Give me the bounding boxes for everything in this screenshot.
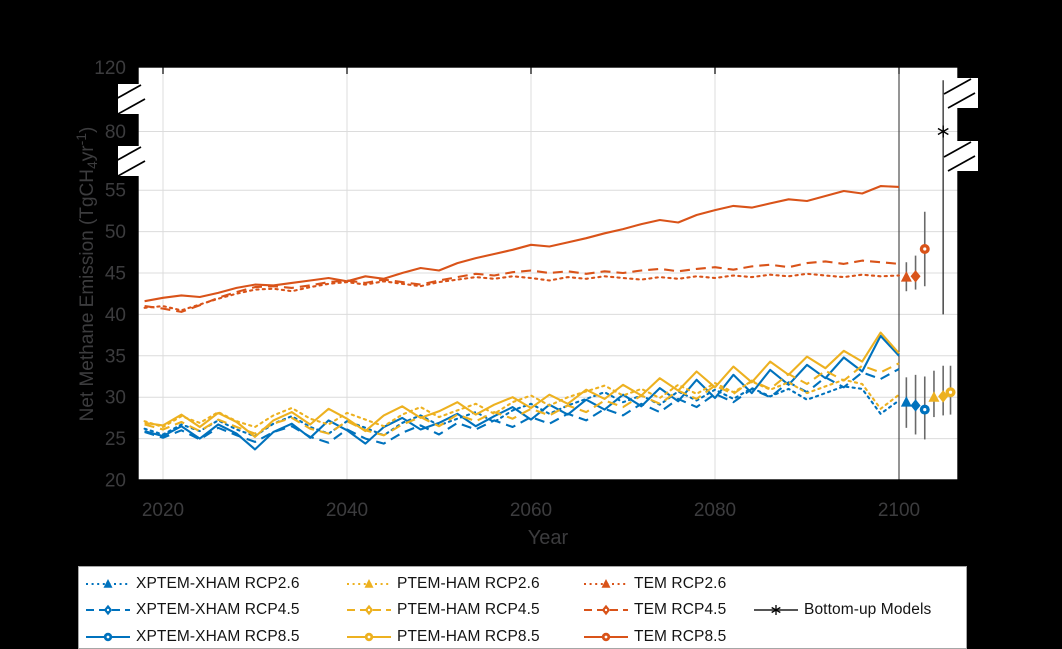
legend-item-tem-rcp4.5: TEM RCP4.5 — [583, 597, 726, 623]
endpoint-marker-ptem-ham-rcp8.5 — [945, 387, 956, 398]
y-tick-label: 25 — [105, 429, 126, 450]
gridlines — [138, 67, 958, 480]
legend-sample-triangle-dotted — [86, 579, 130, 588]
legend-item-xptem-xham-rcp2.6: XPTEM-XHAM RCP2.6 — [85, 571, 300, 597]
x-tick-label: 2100 — [878, 500, 920, 521]
y-tick-label: 50 — [105, 222, 126, 243]
legend-label: Bottom-up Models — [804, 601, 932, 618]
y-tick-label: 35 — [105, 346, 126, 367]
y-axis-break-marks — [113, 78, 978, 177]
endpoint-marker-tem-rcp4.5 — [910, 270, 921, 283]
series-tem-rcp4.5 — [144, 259, 900, 313]
legend-label: TEM RCP2.6 — [634, 575, 727, 592]
legend-label: XPTEM-XHAM RCP8.5 — [136, 628, 300, 645]
legend-label: XPTEM-XHAM RCP2.6 — [136, 575, 300, 592]
legend-item-xptem-xham-rcp8.5: XPTEM-XHAM RCP8.5 — [85, 624, 300, 649]
endpoint-marker-ptem-ham-rcp2.6 — [928, 391, 940, 402]
legend-sample-circle-solid — [584, 632, 628, 642]
y-tick-label: 20 — [105, 471, 126, 492]
series-tem-rcp8.5 — [144, 185, 900, 303]
legend-label: PTEM-HAM RCP2.6 — [397, 575, 540, 592]
legend-item-ptem-ham-rcp8.5: PTEM-HAM RCP8.5 — [346, 624, 540, 649]
legend-item-tem-rcp2.6: TEM RCP2.6 — [583, 571, 726, 597]
endpoint-estimates — [900, 80, 956, 440]
methane-emission-chart: 2020 2040 2060 2080 2100 20 25 30 35 40 45 50 55 80 12… — [73, 58, 978, 549]
legend-item-tem-rcp8.5: TEM RCP8.5 — [583, 624, 726, 649]
endpoint-marker-xptem-xham-rcp8.5 — [919, 404, 930, 415]
y-axis-label: Net Methane Emission (TgCH4yr-1) — [73, 127, 100, 422]
series-lines — [143, 185, 901, 451]
legend-label: PTEM-HAM RCP4.5 — [397, 601, 540, 618]
legend-sample-diamond-dashed — [86, 604, 130, 616]
tick-marks — [130, 66, 966, 488]
y-tick-label: 30 — [105, 388, 126, 409]
legend-item-ptem-ham-rcp2.6: PTEM-HAM RCP2.6 — [346, 571, 540, 597]
x-tick-label: 2040 — [326, 500, 368, 521]
legend-sample-diamond-dashed — [584, 604, 628, 616]
x-tick-label: 2080 — [694, 500, 736, 521]
legend-label: TEM RCP4.5 — [634, 601, 727, 618]
legend-item-ptem-ham-rcp4.5: PTEM-HAM RCP4.5 — [346, 597, 540, 623]
series-ptem-ham-rcp8.5 — [144, 331, 900, 438]
series-xptem-xham-rcp4.5 — [144, 368, 900, 445]
y-tick-label: 40 — [105, 305, 126, 326]
x-axis-label: Year — [528, 527, 569, 549]
x-tick-label: 2020 — [142, 500, 184, 521]
legend-sample-triangle-dotted — [347, 579, 391, 588]
legend-label: PTEM-HAM RCP8.5 — [397, 628, 540, 645]
endpoint-marker-tem-rcp8.5 — [919, 243, 930, 254]
series-ptem-ham-rcp2.6 — [143, 378, 901, 429]
y-tick-label: 45 — [105, 264, 126, 285]
endpoint-marker-bottom-up-models — [937, 125, 949, 138]
series-ptem-ham-rcp4.5 — [144, 362, 900, 437]
legend-sample-circle-solid — [347, 632, 391, 642]
tick-labels: 2020 2040 2060 2080 2100 20 25 30 35 40 45 50 55 80 12… — [94, 58, 920, 521]
endpoint-marker-xptem-xham-rcp4.5 — [910, 399, 921, 412]
legend-sample-triangle-dotted — [584, 579, 628, 588]
legend-sample-asterisk-solid — [754, 605, 798, 615]
y-tick-label: 120 — [94, 58, 126, 79]
legend-item-bottom-up-models: Bottom-up Models — [753, 597, 931, 623]
legend-sample-diamond-dashed — [347, 604, 391, 616]
x-tick-label: 2060 — [510, 500, 552, 521]
legend-label: TEM RCP8.5 — [634, 628, 727, 645]
endpoint-marker-xptem-xham-rcp2.6 — [900, 396, 912, 407]
legend: XPTEM-XHAM RCP2.6 XPTEM-XHAM RCP4.5 XPTEM-… — [78, 566, 967, 649]
y-tick-label: 55 — [105, 181, 126, 202]
legend-label: XPTEM-XHAM RCP4.5 — [136, 601, 300, 618]
y-tick-label: 80 — [105, 122, 126, 143]
legend-item-xptem-xham-rcp4.5: XPTEM-XHAM RCP4.5 — [85, 597, 300, 623]
legend-sample-circle-solid — [86, 632, 130, 642]
endpoint-marker-tem-rcp2.6 — [900, 271, 912, 282]
series-tem-rcp2.6 — [143, 272, 901, 312]
